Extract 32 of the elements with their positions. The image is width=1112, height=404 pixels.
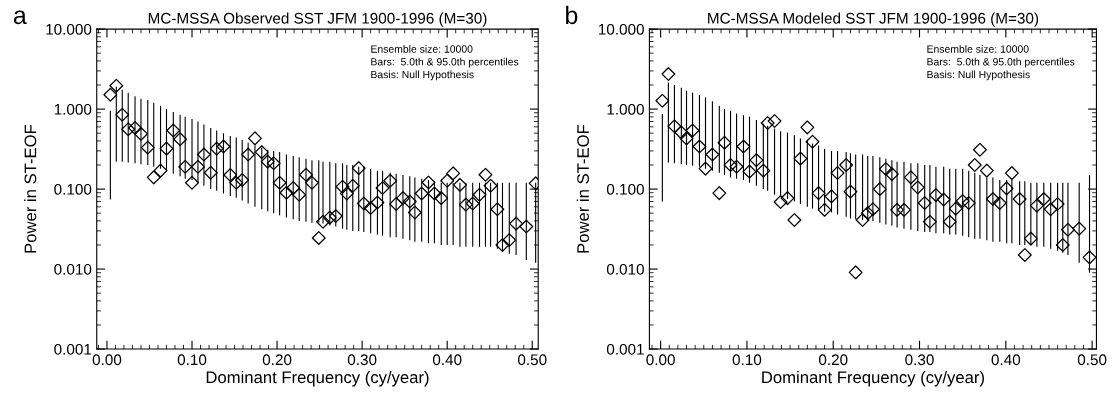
chart-title: MC-MSSA Observed SST JFM 1900-1996 (M=30)	[148, 12, 487, 27]
chart-title: MC-MSSA Modeled SST JFM 1900-1996 (M=30)	[708, 12, 1039, 27]
x-tick-label: 0.30	[905, 354, 934, 366]
y-axis-title: Power in ST-EOF	[576, 124, 589, 253]
y-tick-label: 1.000	[54, 103, 92, 115]
y-tick-label: 0.100	[606, 183, 644, 195]
x-tick-label: 0.10	[177, 354, 207, 366]
x-tick-label: 0.20	[262, 354, 292, 366]
annotation: Ensemble size: 10000 Bars: 5.0th & 95.0th percentiles Basis: Null Hypothesis	[371, 45, 519, 81]
x-tick-label: 0.20	[818, 354, 848, 366]
y-tick-label: 10.000	[46, 23, 92, 35]
x-axis-title: Dominant Frequency (cy/year)	[762, 370, 984, 387]
x-tick-label: 0.00	[92, 354, 122, 366]
text: b	[566, 5, 578, 25]
x-tick-label: 0.50	[517, 354, 547, 366]
x-tick-label: 0.50	[1077, 354, 1107, 366]
y-tick-label: 0.001	[54, 343, 92, 355]
y-tick-label: 0.100	[54, 183, 92, 195]
y-tick-label: 1.000	[607, 103, 644, 115]
x-tick-label: 0.00	[646, 354, 675, 366]
y-tick-label: 0.010	[54, 263, 92, 275]
y-axis-title: Power in ST-EOF	[24, 124, 37, 253]
x-tick-label: 0.40	[991, 354, 1021, 366]
x-tick-label: 0.30	[347, 354, 377, 366]
y-tick-label: 0.010	[606, 263, 644, 275]
text: a	[13, 10, 27, 25]
y-tick-label: 0.001	[606, 343, 644, 355]
x-tick-label: 0.40	[432, 354, 462, 366]
y-tick-label: 10.000	[598, 23, 644, 35]
annotation: Ensemble size: 10000 Bars: 5.0th & 95.0th percentiles Basis: Null Hypothesis	[927, 45, 1075, 81]
x-axis-title: Dominant Frequency (cy/year)	[206, 370, 429, 387]
x-tick-label: 0.10	[732, 354, 762, 366]
